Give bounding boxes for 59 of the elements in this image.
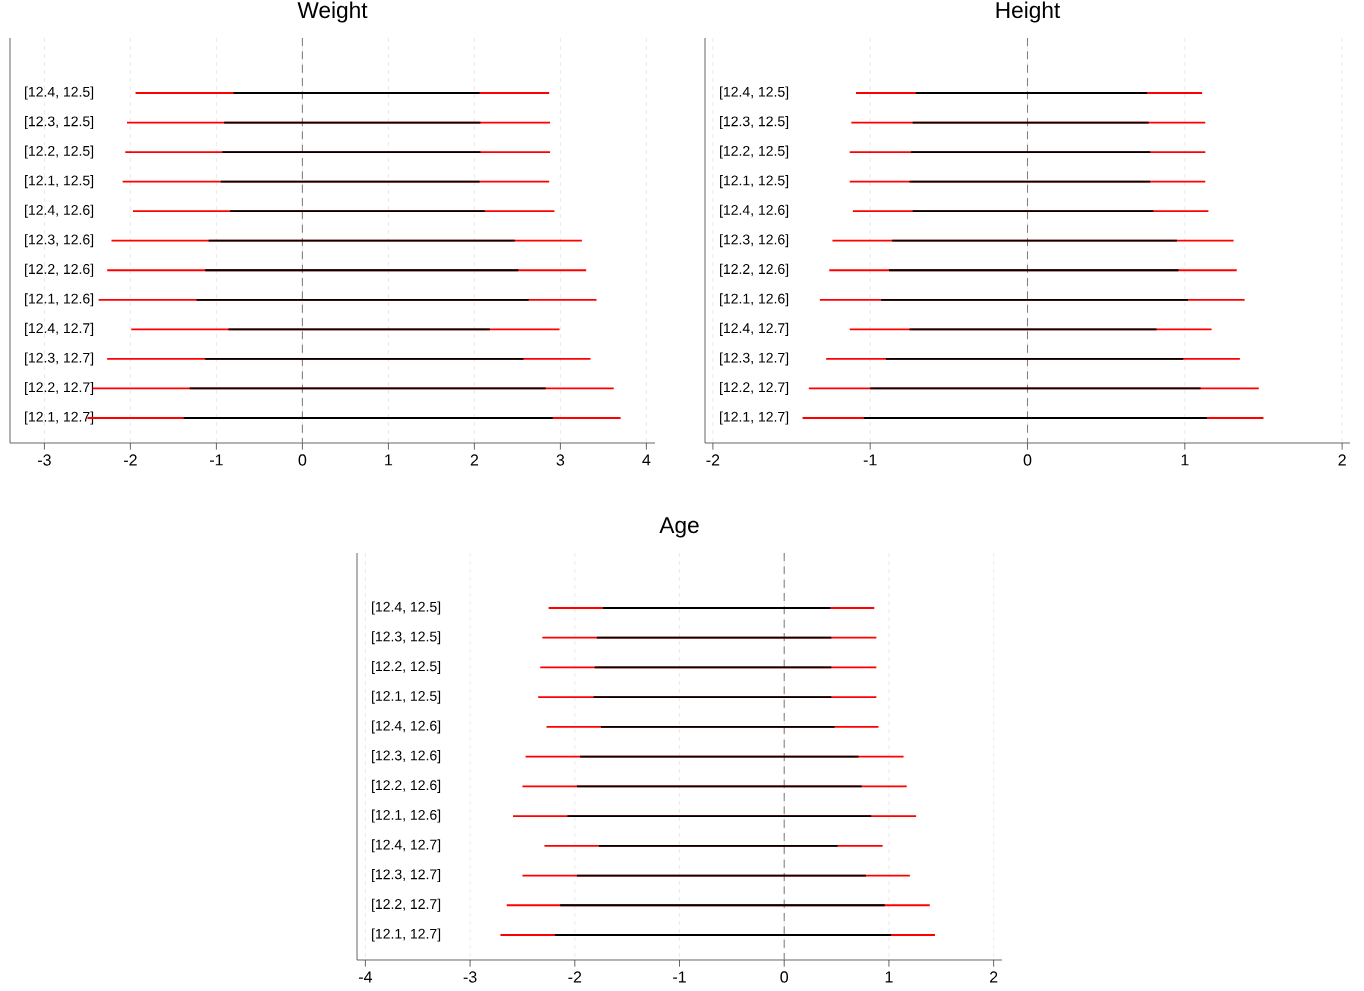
- x-tick-label: 1: [385, 454, 393, 466]
- y-tick-label: [12.2, 12.5]: [25, 145, 94, 159]
- y-tick-label: [12.2, 12.7]: [372, 898, 441, 912]
- y-tick-label: [12.4, 12.5]: [25, 86, 94, 100]
- y-tick-label: [12.1, 12.5]: [372, 690, 441, 704]
- y-tick-label: [12.1, 12.6]: [720, 293, 789, 307]
- x-tick-label: 0: [298, 454, 307, 466]
- y-tick-label: [12.4, 12.6]: [25, 204, 94, 218]
- y-tick-label: [12.4, 12.5]: [372, 601, 441, 615]
- y-tick-label: [12.1, 12.5]: [25, 175, 94, 189]
- chart-title: Height: [996, 1, 1061, 23]
- x-tick-label: -3: [38, 454, 51, 466]
- chart-title: Weight: [297, 1, 368, 23]
- x-tick-label: -2: [568, 971, 582, 983]
- x-tick-label: 2: [470, 454, 479, 466]
- y-tick-label: [12.3, 12.5]: [25, 116, 94, 130]
- y-tick-label: [12.2, 12.5]: [720, 145, 789, 159]
- chart-title: Age: [659, 517, 699, 538]
- y-tick-label: [12.4, 12.5]: [720, 86, 789, 100]
- x-tick-label: -1: [673, 971, 686, 983]
- x-tick-label: 4: [642, 454, 651, 466]
- y-tick-label: [12.1, 12.7]: [372, 928, 441, 942]
- y-tick-label: [12.3, 12.6]: [25, 234, 94, 248]
- y-tick-label: [12.3, 12.7]: [720, 352, 789, 366]
- x-tick-label: -1: [210, 454, 223, 466]
- x-tick-label: 1: [885, 971, 893, 983]
- y-tick-label: [12.4, 12.7]: [25, 322, 94, 336]
- y-tick-label: [12.4, 12.6]: [720, 204, 789, 218]
- y-tick-label: [12.3, 12.7]: [25, 352, 94, 366]
- y-tick-label: [12.2, 12.7]: [720, 381, 789, 395]
- y-tick-label: [12.3, 12.5]: [372, 631, 441, 645]
- x-tick-label: 2: [989, 971, 998, 983]
- y-tick-label: [12.3, 12.6]: [372, 750, 441, 764]
- y-tick-label: [12.1, 12.6]: [25, 293, 94, 307]
- x-tick-label: 2: [1338, 454, 1346, 466]
- y-tick-label: [12.1, 12.7]: [25, 411, 94, 425]
- y-tick-label: [12.4, 12.7]: [720, 322, 789, 336]
- x-tick-label: 0: [780, 971, 789, 983]
- y-tick-label: [12.2, 12.7]: [25, 381, 94, 395]
- y-tick-label: [12.3, 12.5]: [720, 116, 789, 130]
- y-tick-label: [12.4, 12.6]: [372, 720, 441, 734]
- y-tick-label: [12.1, 12.6]: [372, 809, 441, 823]
- y-tick-label: [12.3, 12.6]: [720, 234, 789, 248]
- y-tick-label: [12.4, 12.7]: [372, 839, 441, 853]
- y-tick-label: [12.2, 12.6]: [720, 263, 789, 277]
- x-tick-label: 1: [1181, 454, 1189, 466]
- y-tick-label: [12.2, 12.6]: [25, 263, 94, 277]
- x-tick-label: -2: [124, 454, 137, 466]
- y-tick-label: [12.1, 12.7]: [720, 411, 789, 425]
- x-tick-label: -1: [863, 454, 877, 466]
- x-tick-label: -3: [463, 971, 477, 983]
- y-tick-label: [12.2, 12.6]: [372, 779, 441, 793]
- y-tick-label: [12.3, 12.7]: [372, 869, 441, 883]
- x-tick-label: -4: [358, 971, 373, 983]
- y-tick-label: [12.2, 12.5]: [372, 660, 441, 674]
- x-tick-label: -2: [706, 454, 720, 466]
- x-tick-label: 0: [1023, 454, 1032, 466]
- x-tick-label: 3: [556, 454, 565, 466]
- y-tick-label: [12.1, 12.5]: [720, 175, 789, 189]
